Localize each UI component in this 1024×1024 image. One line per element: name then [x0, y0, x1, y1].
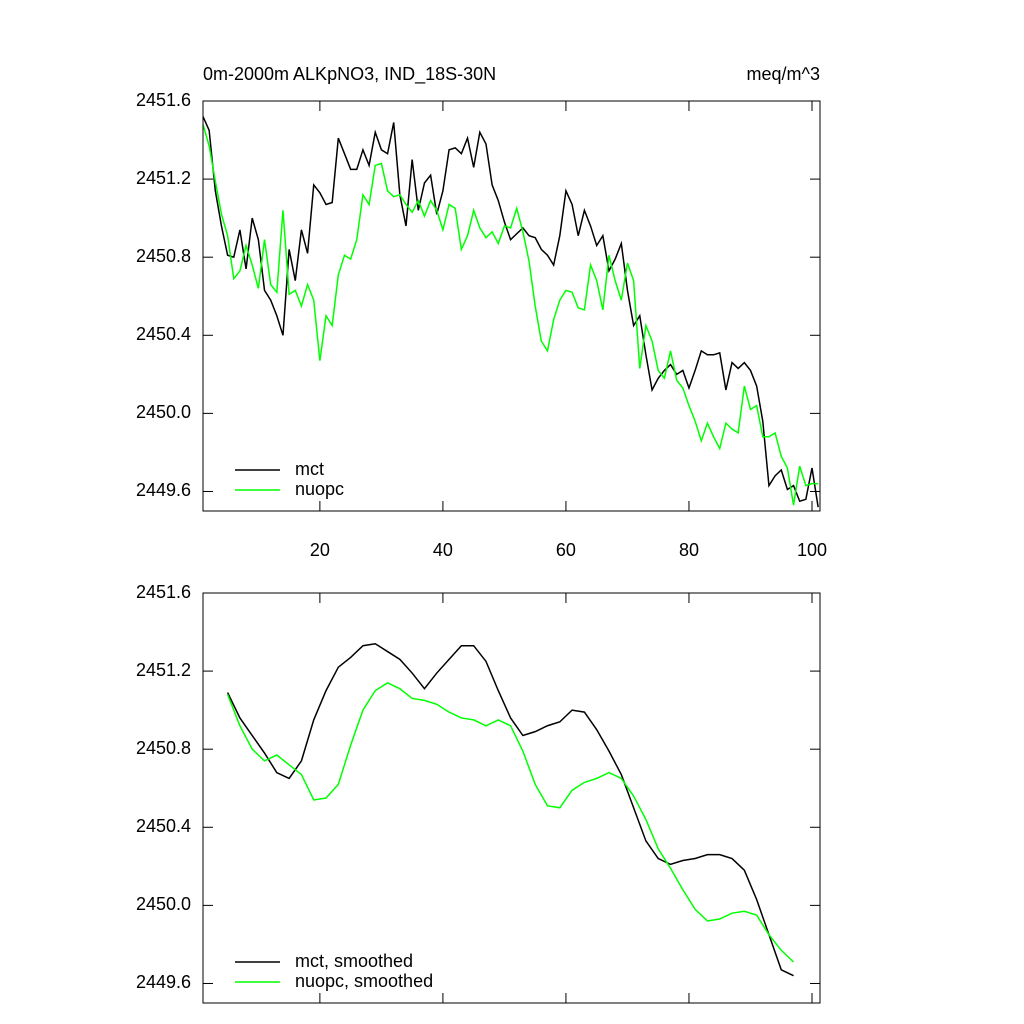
y-tick-label: 2449.6 [136, 480, 191, 500]
plot-frame [202, 100, 821, 512]
y-tick-label: 2451.6 [136, 90, 191, 110]
y-tick-label: 2449.6 [136, 972, 191, 992]
y-tick-label: 2450.4 [136, 816, 191, 836]
x-tick-label: 80 [679, 540, 699, 560]
units-label: meq/m^3 [747, 64, 820, 84]
y-tick-label: 2450.8 [136, 246, 191, 266]
legend-label: nuopc, smoothed [295, 971, 433, 991]
y-tick-label: 2450.0 [136, 894, 191, 914]
y-tick-label: 2450.4 [136, 324, 191, 344]
plot-frame [202, 592, 821, 1004]
x-tick-label: 40 [433, 540, 453, 560]
y-tick-label: 2451.2 [136, 660, 191, 680]
series-line [202, 116, 819, 508]
chart-title: 0m-2000m ALKpNO3, IND_18S-30N [203, 64, 496, 85]
y-tick-label: 2450.8 [136, 738, 191, 758]
y-tick-label: 2451.6 [136, 582, 191, 602]
legend-label: mct, smoothed [295, 951, 413, 971]
x-tick-label: 100 [797, 540, 827, 560]
y-tick-label: 2451.2 [136, 168, 191, 188]
x-tick-label: 60 [556, 540, 576, 560]
series-line [202, 124, 819, 506]
x-tick-label: 20 [310, 540, 330, 560]
legend-label: nuopc [295, 479, 344, 499]
legend-label: mct [295, 459, 324, 479]
y-tick-label: 2450.0 [136, 402, 191, 422]
series-line [226, 681, 795, 963]
series-line [226, 642, 794, 977]
